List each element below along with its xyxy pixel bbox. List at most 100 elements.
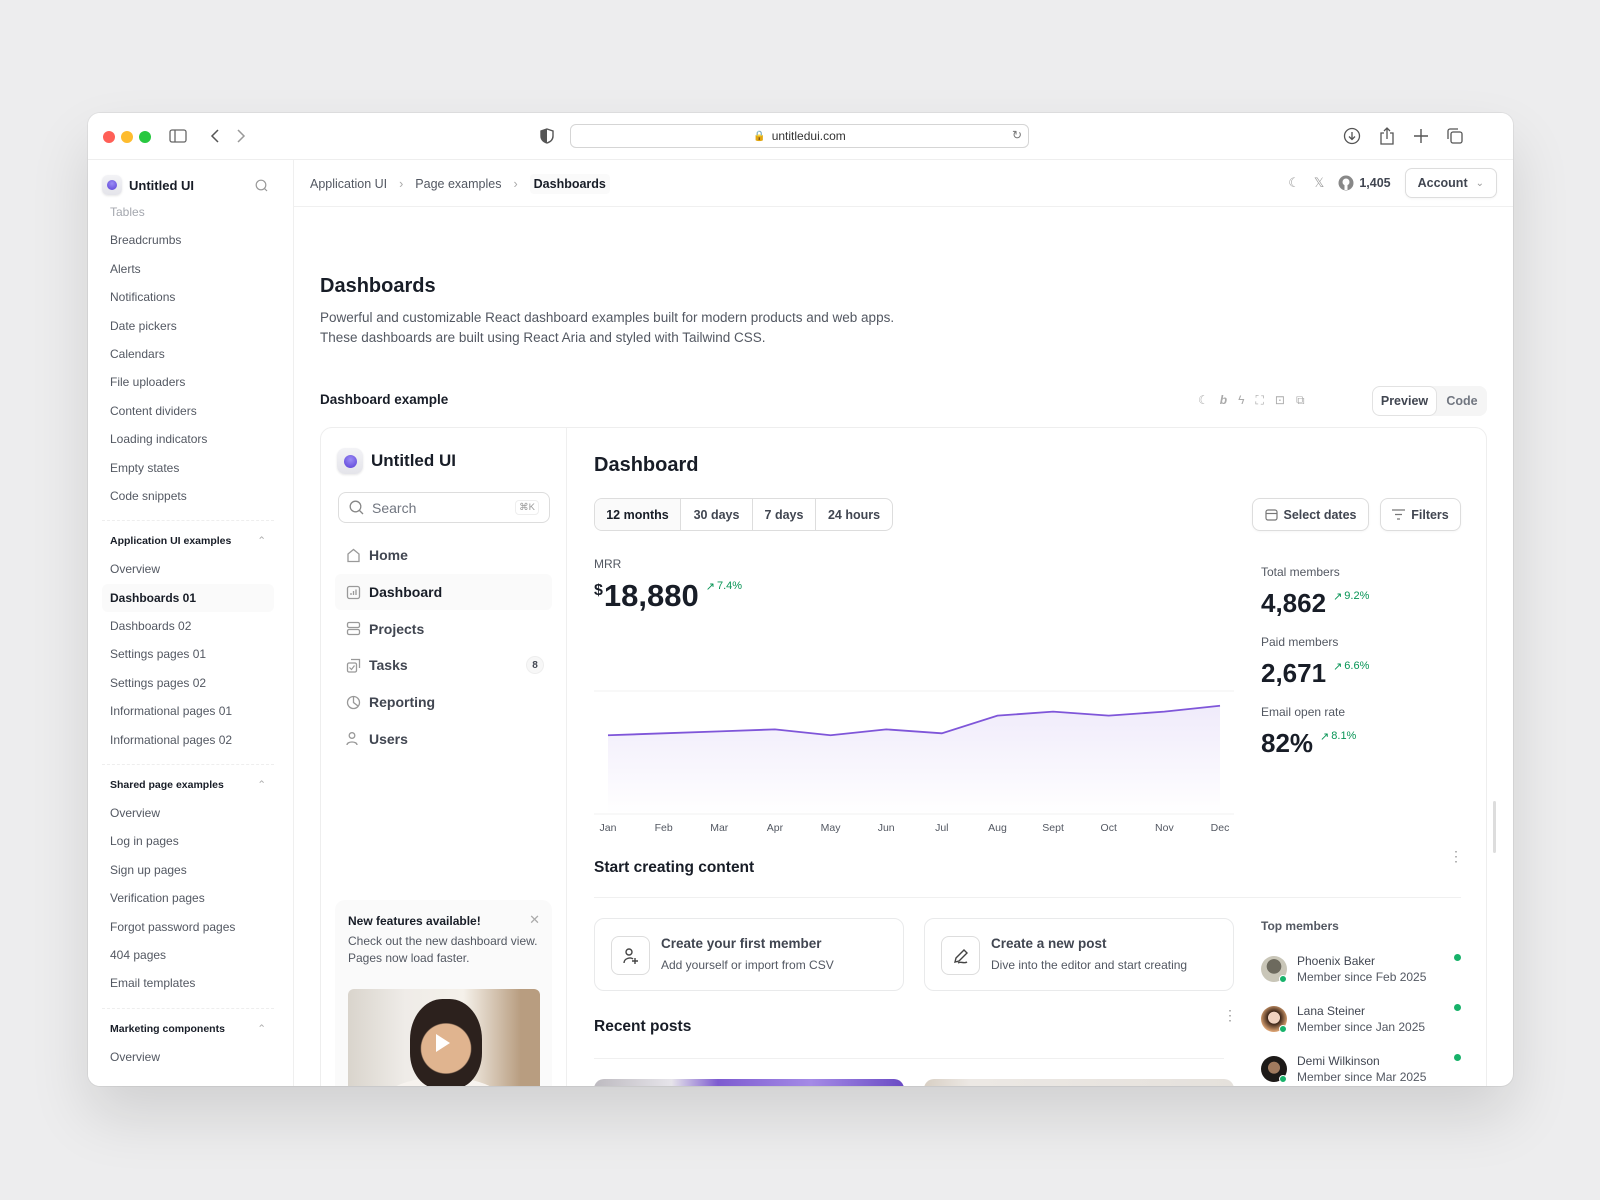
sidebar-item[interactable]: Settings pages 01 xyxy=(110,647,207,662)
moon-icon[interactable]: ☾ xyxy=(1288,175,1300,190)
sidebar-item[interactable]: Overview xyxy=(110,1049,161,1064)
range-tab[interactable]: 24 hours xyxy=(827,507,881,522)
account-label: Account xyxy=(1417,176,1468,190)
sidebar-item[interactable]: Breadcrumbs xyxy=(110,233,182,248)
action-card[interactable]: Create a new post Dive into the editor an… xyxy=(924,918,1234,991)
sidebar-item[interactable]: Dashboards 01 xyxy=(102,583,274,613)
tabs-overview-icon[interactable] xyxy=(1444,125,1466,147)
x-logo-icon[interactable]: 𝕏 xyxy=(1313,175,1325,190)
sidebar-toggle-icon[interactable] xyxy=(167,125,189,147)
sidebar-section-header[interactable]: Shared page examples ⌃ xyxy=(102,771,274,799)
lightning-icon[interactable]: ϟ xyxy=(1238,393,1245,407)
demo-logo[interactable]: Untitled UI xyxy=(337,448,456,474)
moon-icon[interactable]: ☾ xyxy=(1198,393,1209,407)
sidebar-item[interactable]: Verification pages xyxy=(110,891,205,906)
new-tab-icon[interactable] xyxy=(1410,125,1432,147)
address-bar[interactable]: 🔒 untitledui.com ↻ xyxy=(570,124,1029,148)
sidebar-item[interactable]: 404 pages xyxy=(110,947,167,962)
video-thumbnail[interactable] xyxy=(348,989,540,1086)
nav-item-reporting[interactable]: Reporting xyxy=(335,684,552,721)
close-window-button[interactable] xyxy=(103,131,115,143)
range-tab[interactable]: 7 days xyxy=(753,499,816,530)
sidebar-item[interactable]: Sign up pages xyxy=(110,862,187,877)
sidebar-item[interactable]: Calendars xyxy=(110,346,165,361)
post-thumbnail[interactable] xyxy=(594,1079,904,1086)
download-icon[interactable] xyxy=(1341,125,1363,147)
x-tick-label: Jul xyxy=(935,822,948,833)
shield-icon[interactable] xyxy=(536,125,558,147)
nav-label: Tasks xyxy=(369,657,408,674)
more-vertical-icon[interactable]: ⋮ xyxy=(1449,848,1463,864)
sidebar-item[interactable]: Loading indicators xyxy=(110,432,208,447)
sidebar-item[interactable]: Informational pages 01 xyxy=(110,704,233,719)
sidebar-item[interactable]: Overview xyxy=(110,806,161,821)
fullscreen-icon[interactable]: ⛶ xyxy=(1255,393,1264,407)
sidebar-item[interactable]: Alerts xyxy=(110,261,141,276)
github-link[interactable]: 1,405 xyxy=(1338,175,1391,191)
sidebar-item[interactable]: Tables xyxy=(110,205,145,219)
search-input[interactable]: Search ⌘K xyxy=(338,492,550,523)
share-icon[interactable] xyxy=(1376,125,1398,147)
sidebar-item[interactable]: Code snippets xyxy=(110,488,187,503)
member-row[interactable]: Lana Steiner Member since Jan 2025 xyxy=(1261,1002,1461,1038)
more-vertical-icon[interactable]: ⋮ xyxy=(1223,1007,1237,1023)
sidebar-item[interactable]: Settings pages 02 xyxy=(110,675,207,690)
action-card[interactable]: Create your first member Add yourself or … xyxy=(594,918,904,991)
copy-icon[interactable]: ⧉ xyxy=(1295,393,1305,407)
status-dot xyxy=(1454,1054,1461,1061)
dashboard-preview: Untitled UI Search ⌘K Home Dashboard Proje… xyxy=(320,427,1487,1086)
filters-button[interactable]: Filters xyxy=(1380,498,1461,531)
nav-item-users[interactable]: Users xyxy=(335,720,552,757)
nav-label: Projects xyxy=(369,620,425,637)
minimize-window-button[interactable] xyxy=(121,131,133,143)
close-icon[interactable]: ✕ xyxy=(529,912,540,927)
search-icon[interactable] xyxy=(255,179,268,195)
play-icon[interactable] xyxy=(436,1034,450,1052)
sidebar-item[interactable]: File uploaders xyxy=(110,375,186,390)
page-title: Dashboards xyxy=(320,275,436,297)
member-row[interactable]: Phoenix Baker Member since Feb 2025 xyxy=(1261,952,1461,988)
terminal-icon[interactable]: ⊡ xyxy=(1274,393,1285,407)
sidebar-item[interactable]: Content dividers xyxy=(110,403,197,418)
trend-up-icon: ↗ xyxy=(1320,731,1330,743)
sidebar-item[interactable]: Log in pages xyxy=(110,834,179,849)
mrr-line xyxy=(607,704,1221,737)
chevron-up-icon: ⌃ xyxy=(257,535,266,548)
sidebar-item[interactable]: Empty states xyxy=(110,460,180,475)
forward-icon[interactable] xyxy=(230,125,252,147)
nav-item-dashboard[interactable]: Dashboard xyxy=(335,573,552,611)
divider xyxy=(594,1058,1224,1059)
sidebar-section-header[interactable]: Application UI examples ⌃ xyxy=(102,527,274,555)
sidebar-item[interactable]: Forgot password pages xyxy=(110,919,236,934)
chevron-right-icon: › xyxy=(513,176,518,191)
preview-tab[interactable]: Preview xyxy=(1372,386,1437,416)
nav-item-tasks[interactable]: Tasks 8 xyxy=(335,647,552,684)
sidebar-item[interactable]: Email templates xyxy=(110,976,196,991)
breadcrumb-item[interactable]: Page examples xyxy=(415,176,502,191)
sidebar-item[interactable]: Date pickers xyxy=(110,318,177,333)
sidebar-item[interactable]: Informational pages 02 xyxy=(110,732,233,747)
range-tab[interactable]: 30 days xyxy=(681,499,753,530)
select-dates-button[interactable]: Select dates xyxy=(1252,498,1369,531)
back-icon[interactable] xyxy=(204,125,226,147)
page-scrollbar[interactable] xyxy=(1493,801,1496,853)
bolt-b-icon[interactable]: b xyxy=(1219,393,1228,407)
breadcrumb-item[interactable]: Application UI xyxy=(310,176,388,191)
feature-text: Check out the new dashboard view. Pages … xyxy=(348,934,538,965)
post-thumbnail[interactable] xyxy=(924,1079,1234,1086)
sidebar-item[interactable]: Overview xyxy=(110,562,161,577)
sidebar-item[interactable]: Dashboards 02 xyxy=(110,619,192,634)
account-dropdown[interactable]: Account ⌄ xyxy=(1404,168,1497,198)
member-row[interactable]: Demi Wilkinson Member since Mar 2025 xyxy=(1261,1052,1461,1086)
stat-value: 2,671 ↗ 6.6% xyxy=(1261,658,1369,689)
nav-item-projects[interactable]: Projects xyxy=(335,610,552,647)
code-tab[interactable]: Code xyxy=(1446,394,1478,408)
nav-item-home[interactable]: Home xyxy=(335,537,552,574)
sidebar-logo[interactable]: Untitled UI xyxy=(102,175,194,195)
maximize-window-button[interactable] xyxy=(139,131,151,143)
sidebar-item[interactable]: Notifications xyxy=(110,290,176,305)
range-tab[interactable]: 12 months xyxy=(595,499,681,530)
sidebar-section-header[interactable]: Marketing components ⌃ xyxy=(102,1015,274,1043)
chevron-right-icon: › xyxy=(399,176,404,191)
reload-icon[interactable]: ↻ xyxy=(1011,128,1022,142)
